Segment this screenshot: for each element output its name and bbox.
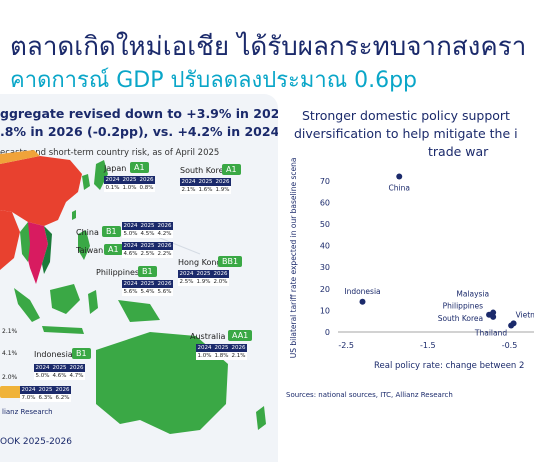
country-label-japan: Japan: [104, 164, 127, 173]
gdp-table-hong-kong: 2024 2025 2026 2.5% 1.9% 2.0%: [178, 270, 229, 286]
map-philippines: [78, 230, 90, 260]
rating-badge-indonesia: B1: [72, 348, 91, 359]
y-tick-label: 50: [320, 220, 330, 229]
edge-value-2: 4.1%: [2, 350, 18, 357]
point-label: Indonesia: [344, 287, 380, 296]
right-heading-line1: Stronger domestic policy support: [302, 108, 510, 123]
map-south-asia: [0, 210, 20, 270]
scatter-point: [359, 298, 366, 305]
map-borneo: [50, 284, 80, 314]
map-mongolia-region: [0, 150, 40, 164]
y-tick-label: 60: [320, 198, 330, 207]
right-heading-line2: diversification to help mitigate the i: [294, 126, 518, 141]
scatter-point: [510, 320, 517, 327]
point-label: China: [389, 183, 410, 192]
scatter-point: [396, 173, 403, 180]
rating-badge-china: B1: [102, 226, 121, 237]
country-label-indonesia: Indonesia: [34, 350, 73, 359]
y-tick-label: 30: [320, 263, 330, 272]
x-axis-label: Real policy rate: change between 2: [374, 361, 524, 371]
right-heading-line3: trade war: [428, 144, 489, 159]
left-source-fragment: lianz Research: [2, 408, 53, 416]
country-label-china: China: [76, 228, 99, 237]
footer-outlook: OOK 2025-2026: [0, 437, 72, 447]
gdp-table-taiwan: 2024 2025 2026 4.6% 2.5% 2.2%: [122, 242, 173, 258]
left-heading-line2: .8% in 2026 (-0.2pp), vs. +4.2% in 2024: [0, 124, 278, 139]
point-label: Vietnam: [516, 310, 534, 319]
rating-badge-south-korea: A1: [222, 164, 241, 175]
map-japan: [94, 160, 108, 190]
point-label: Malaysia: [456, 290, 489, 299]
left-panel: ggregate revised down to +3.9% in 2025 .…: [0, 94, 278, 462]
title-thai: ตลาดเกิดใหม่เอเชีย ได้รับผลกระทบจากสงครา: [10, 32, 527, 62]
rating-badge-philippines: B1: [138, 266, 157, 277]
gdp-table-indonesia: 2024 2025 2026 5.0% 4.6% 4.7%: [34, 364, 85, 380]
y-tick-label: 10: [320, 306, 330, 315]
map-australia: [96, 332, 228, 434]
edge-value-3: 2.0%: [2, 374, 18, 381]
y-tick-label: 0: [325, 328, 330, 337]
gdp-table-japan: 2024 2025 2026 0.1% 1.0% 0.8%: [104, 176, 155, 192]
subtitle-thai: คาดการณ์ GDP ปรับลดลงประมาณ 0.6pp: [10, 68, 418, 93]
x-tick-label: -1.5: [420, 341, 436, 350]
map-java: [42, 326, 84, 334]
point-label: South Korea: [438, 314, 483, 323]
rating-badge-taiwan: A1: [104, 244, 123, 255]
x-tick-label: -0.5: [502, 341, 518, 350]
map-sulawesi: [88, 290, 98, 314]
map-sumatra: [14, 288, 40, 322]
gdp-table-south-korea: 2024 2025 2026 2.1% 1.6% 1.9%: [180, 178, 231, 194]
point-label: Thailand: [474, 329, 507, 338]
scatter-point: [490, 313, 497, 320]
point-label: Philippines: [443, 302, 484, 311]
edge-value-1: 2.1%: [2, 328, 18, 335]
scatter-chart: 0 10 20 30 40 50 60 70 -2.5 -1.5 -0.5 China Indone…: [289, 158, 534, 371]
map-southeast-mainland: [24, 222, 48, 284]
country-label-philippines: Philippines: [96, 268, 140, 277]
country-label-hong-kong: Hong Kong: [178, 258, 222, 267]
gdp-table-philippines: 2024 2025 2026 5.6% 5.4% 5.6%: [122, 280, 173, 296]
map-korea: [82, 174, 90, 190]
y-axis-label: US bilateral tariff rate expected in our…: [289, 158, 298, 358]
y-tick-label: 40: [320, 242, 330, 251]
map-vietnam-area: [42, 226, 52, 274]
map-china: [0, 156, 82, 226]
gdp-table-australia: 2024 2025 2026 1.0% 1.8% 2.1%: [196, 344, 247, 360]
gdp-table-china: 2024 2025 2026 5.0% 4.5% 4.2%: [122, 222, 173, 238]
map-papua: [118, 300, 160, 322]
map-taiwan: [72, 210, 76, 220]
x-tick-label: -2.5: [338, 341, 354, 350]
right-panel: Stronger domestic policy support diversi…: [282, 94, 534, 462]
country-label-australia: Australia: [190, 332, 226, 341]
map-new-zealand: [256, 406, 266, 430]
rating-badge-hong-kong: BB1: [218, 256, 243, 267]
map-thailand-area: [20, 222, 30, 262]
rating-badge-japan: A1: [130, 162, 149, 173]
asia-map: [0, 150, 266, 434]
chart-source: Sources: national sources, ITC, Allianz …: [286, 391, 453, 399]
left-heading-line1: ggregate revised down to +3.9% in 2025: [0, 106, 278, 121]
y-tick-label: 70: [320, 177, 330, 186]
country-label-taiwan: Taiwan: [76, 246, 104, 255]
gdp-table-partial: 2024 2025 2026 7.0% 6.3% 6.2%: [20, 386, 71, 402]
country-label-south-korea: South Korea: [180, 166, 229, 175]
left-subheading: ecasts and short-term country risk, as o…: [0, 148, 220, 158]
rating-badge-partial: [0, 386, 22, 398]
rating-badge-australia: AA1: [228, 330, 253, 341]
y-tick-label: 20: [320, 285, 330, 294]
